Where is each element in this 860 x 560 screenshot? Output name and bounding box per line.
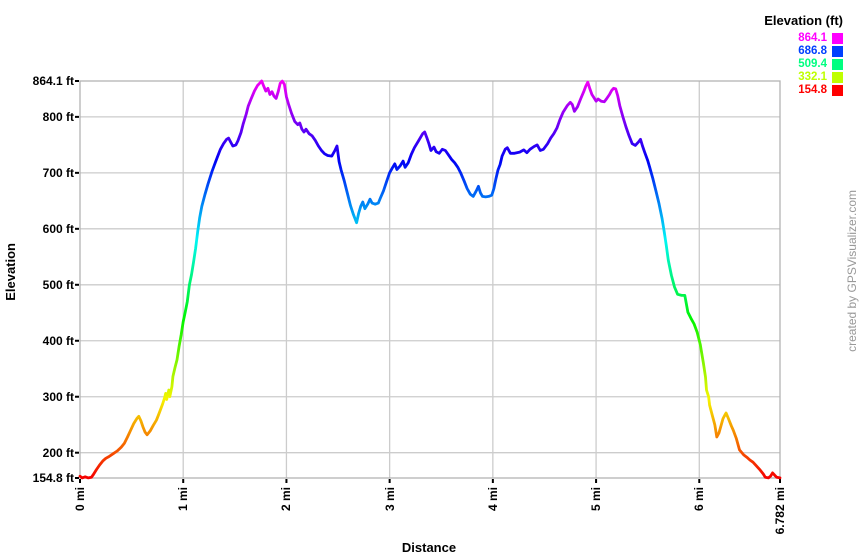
plot-border <box>79 80 781 479</box>
legend-value: 686.8 <box>798 45 827 57</box>
x-tick-label: 6 mi <box>692 487 707 512</box>
y-tick-label: 200 ft <box>42 445 74 460</box>
x-tick-label: 0 mi <box>73 487 87 512</box>
x-tick-label: 2 mi <box>279 487 294 512</box>
x-axis-title: Distance <box>401 540 457 555</box>
legend-entry: 332.1 <box>764 71 843 83</box>
gridlines <box>80 81 780 478</box>
legend-entry: 509.4 <box>764 58 843 70</box>
watermark-gpsvisualizer: created by GPSVisualizer.com <box>845 190 859 352</box>
legend-color-swatch <box>832 32 843 44</box>
legend-color-swatch <box>832 58 843 70</box>
legend-color-swatch <box>832 45 843 57</box>
legend-value: 332.1 <box>798 71 827 83</box>
x-tick-label: 4 mi <box>485 487 500 512</box>
y-tick-label: 800 ft <box>42 109 74 124</box>
legend-value: 154.8 <box>798 84 827 96</box>
y-tick-label: 500 ft <box>42 277 74 292</box>
legend-title: Elevation (ft) <box>764 13 843 28</box>
y-tick-label: 864.1 ft <box>32 74 74 88</box>
legend-entry: 154.8 <box>764 84 843 96</box>
y-tick-label: 300 ft <box>42 389 74 404</box>
y-tick-label: 400 ft <box>42 333 74 348</box>
y-tick-label: 600 ft <box>42 221 74 236</box>
y-tick-label: 154.8 ft <box>32 471 74 485</box>
elevation-line <box>78 79 782 480</box>
x-tick-label: 5 mi <box>589 487 604 512</box>
legend-entry: 864.1 <box>764 32 843 44</box>
legend-value: 509.4 <box>798 58 827 70</box>
legend-color-swatch <box>832 71 843 83</box>
legend-entry: 686.8 <box>764 45 843 57</box>
axis-tick-marks <box>75 80 781 483</box>
legend-rows: 864.1 686.8 509.4 332.1 154.8 <box>764 32 843 96</box>
legend-color-swatch <box>832 84 843 96</box>
y-axis-title: Elevation <box>3 243 18 301</box>
y-tick-label: 700 ft <box>42 165 74 180</box>
legend-value: 864.1 <box>798 32 827 44</box>
elevation-legend: Elevation (ft) 864.1 686.8 509.4 332.1 154.8 <box>764 13 843 97</box>
x-tick-label: 1 mi <box>176 487 191 512</box>
x-tick-label: 3 mi <box>382 487 397 512</box>
x-tick-label: 6.782 mi <box>773 487 787 535</box>
